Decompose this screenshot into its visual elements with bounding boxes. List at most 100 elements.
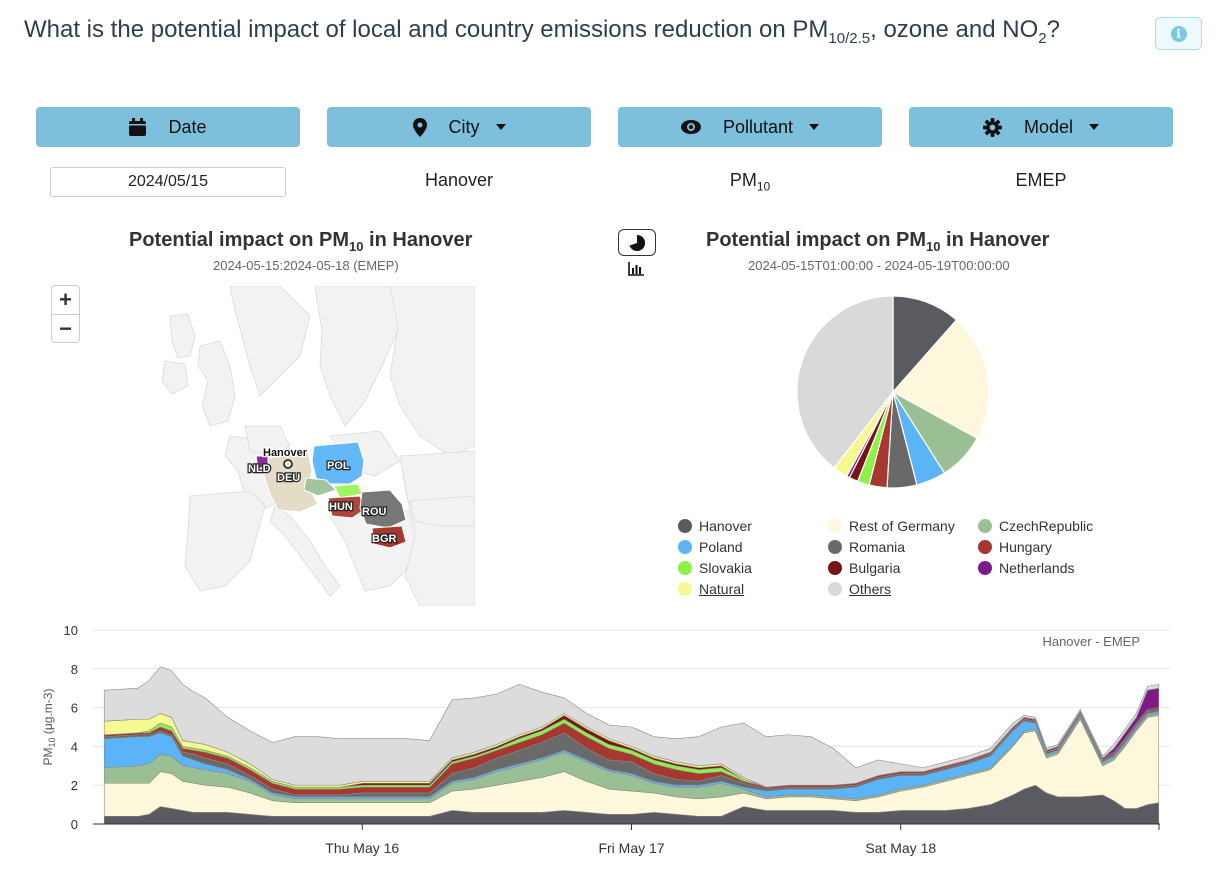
country-bgr[interactable] bbox=[371, 525, 407, 549]
legend-label: Hanover bbox=[699, 518, 752, 534]
legend-label: Bulgaria bbox=[849, 560, 901, 576]
legend-swatch bbox=[828, 582, 842, 596]
calendar-icon bbox=[129, 118, 147, 136]
pie-slice-rest-of-germany[interactable] bbox=[892, 319, 990, 440]
pie-chart bbox=[796, 295, 990, 489]
date-input[interactable] bbox=[50, 167, 286, 197]
model-dropdown[interactable]: Model bbox=[909, 107, 1173, 147]
selected-city: Hanover bbox=[424, 170, 494, 190]
zoom-in-button[interactable]: + bbox=[59, 287, 72, 312]
pie-title: Potential impact on PM10 in Hanover bbox=[706, 229, 1050, 254]
legend-swatch bbox=[828, 540, 842, 554]
map-city-label: Hanover bbox=[263, 447, 308, 459]
pie-subtitle: 2024-05-15T01:00:00 - 2024-05-19T00:00:0… bbox=[748, 258, 1010, 273]
legend-swatch bbox=[828, 519, 842, 533]
map-labels: Hanover NLD DEU POL HUN ROU BGR bbox=[247, 446, 398, 547]
legend-item-natural[interactable]: Natural bbox=[678, 581, 744, 597]
map-background-land bbox=[161, 286, 475, 606]
selected-model: EMEP bbox=[1015, 170, 1067, 190]
y-tick-label: 4 bbox=[71, 739, 78, 754]
pie-slice-hanover[interactable] bbox=[892, 295, 958, 394]
zoom-out-button[interactable]: − bbox=[52, 314, 79, 342]
legend-swatch bbox=[978, 519, 992, 533]
map-subtitle: 2024-05-15:2024-05-18 (EMEP) bbox=[213, 258, 399, 273]
legend-label: Rest of Germany bbox=[849, 518, 955, 534]
map-zoom-control: + − bbox=[51, 285, 80, 343]
pie-view-button[interactable] bbox=[618, 229, 656, 256]
legend-swatch bbox=[978, 561, 992, 575]
legend-item-netherlands[interactable]: Netherlands bbox=[978, 560, 1075, 576]
y-tick-label: 2 bbox=[71, 778, 78, 793]
legend-label: Natural bbox=[699, 581, 745, 597]
legend-label: Slovakia bbox=[699, 560, 752, 576]
country-nld[interactable] bbox=[255, 455, 269, 469]
country-deu[interactable] bbox=[263, 451, 319, 513]
x-tick-label: Sat May 18 bbox=[865, 840, 936, 856]
city-dropdown[interactable]: City bbox=[327, 107, 591, 147]
y-axis-label: PM10 (μg.m-3) bbox=[41, 689, 57, 766]
legend-label: CzechRepublic bbox=[999, 518, 1094, 534]
map-label-nld: NLD bbox=[248, 463, 271, 475]
y-tick-label: 0 bbox=[71, 817, 78, 832]
map-title: Potential impact on PM10 in Hanover bbox=[129, 229, 473, 254]
legend-label: Poland bbox=[699, 539, 743, 555]
europe-map[interactable]: Hanover NLD DEU POL HUN ROU BGR bbox=[150, 286, 475, 606]
legend-label: Hungary bbox=[999, 539, 1052, 555]
selected-pollutant: PM10 bbox=[729, 170, 771, 194]
bar-chart-icon[interactable] bbox=[628, 262, 645, 276]
map-label-hun: HUN bbox=[329, 501, 353, 513]
pie-slice-others[interactable] bbox=[796, 295, 894, 469]
legend-swatch bbox=[978, 540, 992, 554]
map-label-bgr: BGR bbox=[372, 533, 397, 545]
map-label-pol: POL bbox=[327, 460, 350, 472]
chart-annotation: Hanover - EMEP bbox=[1042, 634, 1140, 649]
legend-item-bulgaria[interactable]: Bulgaria bbox=[828, 560, 900, 576]
country-cze[interactable] bbox=[303, 477, 337, 497]
legend-swatch bbox=[678, 561, 692, 575]
legend-swatch bbox=[828, 561, 842, 575]
chevron-down-icon bbox=[1089, 124, 1100, 130]
info-button[interactable]: i bbox=[1155, 17, 1202, 50]
legend-item-others[interactable]: Others bbox=[828, 581, 891, 597]
map-label-deu: DEU bbox=[277, 472, 300, 484]
legend-label: Others bbox=[849, 581, 892, 597]
city-dropdown-label: City bbox=[448, 116, 480, 137]
date-button-label: Date bbox=[168, 116, 207, 137]
legend-item-hungary[interactable]: Hungary bbox=[978, 539, 1052, 555]
legend-label: Romania bbox=[849, 539, 906, 555]
country-pol[interactable] bbox=[311, 441, 365, 485]
gear-icon bbox=[982, 117, 1002, 137]
area-series-others[interactable] bbox=[103, 666, 1160, 788]
map-city-marker[interactable] bbox=[283, 459, 293, 469]
legend-item-czechrepublic[interactable]: CzechRepublic bbox=[978, 518, 1093, 534]
legend-item-hanover[interactable]: Hanover bbox=[678, 518, 752, 534]
page-title: What is the potential impact of local an… bbox=[24, 16, 1060, 47]
map-marker-icon bbox=[412, 117, 427, 137]
date-button[interactable]: Date bbox=[36, 107, 300, 147]
legend-swatch bbox=[678, 582, 692, 596]
country-hun[interactable] bbox=[327, 495, 365, 519]
eye-icon bbox=[680, 120, 701, 134]
pollutant-dropdown[interactable]: Pollutant bbox=[618, 107, 882, 147]
model-dropdown-label: Model bbox=[1023, 116, 1074, 137]
map-highlighted-countries bbox=[255, 441, 407, 549]
x-tick-label: Thu May 16 bbox=[325, 840, 399, 856]
x-tick-label: Fri May 17 bbox=[598, 840, 664, 856]
legend-item-rest-of-germany[interactable]: Rest of Germany bbox=[828, 518, 955, 534]
area-chart: 0 2 4 6 8 10 Thu May 16 Fri May 17 Sat May 18 Han… bbox=[41, 623, 1170, 856]
map-label-rou: ROU bbox=[362, 506, 387, 518]
info-icon: i bbox=[1170, 25, 1187, 42]
pollutant-dropdown-label: Pollutant bbox=[722, 116, 794, 137]
chevron-down-icon bbox=[809, 124, 820, 130]
y-tick-label: 6 bbox=[71, 701, 78, 716]
y-tick-label: 8 bbox=[71, 662, 78, 677]
legend-swatch bbox=[678, 519, 692, 533]
legend-label: Netherlands bbox=[999, 560, 1075, 576]
legend-item-romania[interactable]: Romania bbox=[828, 539, 905, 555]
country-rou[interactable] bbox=[359, 489, 407, 529]
legend-swatch bbox=[678, 540, 692, 554]
pie-chart-icon bbox=[629, 234, 645, 251]
legend-item-slovakia[interactable]: Slovakia bbox=[678, 560, 752, 576]
chevron-down-icon bbox=[495, 124, 506, 130]
legend-item-poland[interactable]: Poland bbox=[678, 539, 743, 555]
